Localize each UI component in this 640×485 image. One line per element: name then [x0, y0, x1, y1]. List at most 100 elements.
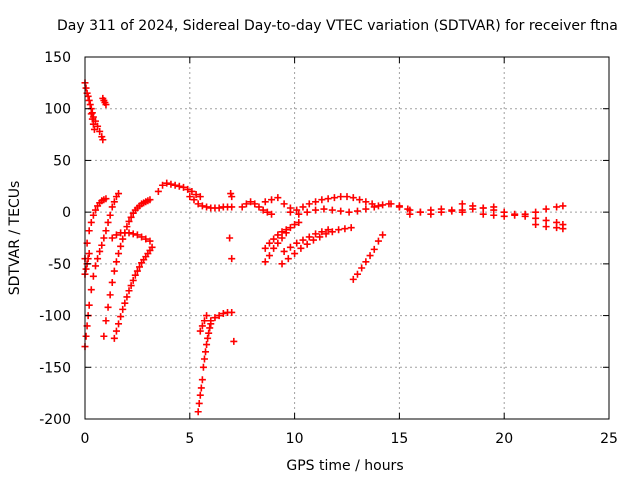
series-arc-22: [286, 200, 412, 218]
data-point: [133, 267, 141, 275]
series-arc-9: [108, 229, 154, 245]
data-point: [219, 310, 227, 318]
series-arc-4: [81, 195, 110, 263]
data-point: [358, 264, 366, 272]
data-point: [98, 241, 106, 249]
data-point: [500, 212, 508, 220]
data-point: [532, 208, 540, 216]
data-point: [112, 258, 120, 266]
data-point: [135, 263, 143, 271]
grid-layer: [85, 57, 609, 419]
data-point: [180, 183, 188, 191]
series-arc-3: [99, 94, 110, 109]
data-point: [87, 286, 95, 294]
data-point: [87, 110, 95, 118]
data-point: [123, 293, 131, 301]
data-point: [108, 278, 116, 286]
data-point: [102, 317, 110, 325]
data-point: [312, 230, 320, 238]
data-point: [278, 234, 286, 242]
data-point: [117, 313, 125, 321]
data-point: [110, 267, 118, 275]
x-tick-label: 0: [81, 431, 90, 447]
data-point: [115, 320, 123, 328]
data-point: [91, 262, 99, 270]
data-point: [291, 250, 299, 258]
data-point: [270, 235, 278, 243]
data-point: [96, 127, 104, 135]
data-point: [263, 208, 271, 216]
data-point: [106, 211, 114, 219]
data-point: [278, 228, 286, 236]
data-point: [274, 231, 282, 239]
data-point: [247, 198, 255, 206]
series-arc-15: [226, 190, 238, 345]
data-point: [206, 324, 214, 332]
data-point: [356, 196, 364, 204]
data-point: [490, 211, 498, 219]
data-point: [90, 125, 98, 133]
data-point: [131, 271, 139, 279]
data-point: [123, 223, 131, 231]
data-point: [85, 301, 93, 309]
data-point: [479, 204, 487, 212]
data-point: [87, 218, 95, 226]
data-point: [82, 332, 90, 340]
data-point: [91, 206, 99, 214]
series-arc-20: [280, 226, 332, 255]
data-point: [353, 207, 361, 215]
data-point: [146, 196, 154, 204]
data-point: [316, 233, 324, 241]
data-point: [542, 223, 550, 231]
series-arc-14: [207, 308, 236, 325]
x-tick-label: 15: [390, 431, 408, 447]
data-point: [353, 270, 361, 278]
series-arc-11: [186, 193, 236, 212]
data-point: [328, 206, 336, 214]
data-point: [125, 287, 133, 295]
data-point: [366, 252, 374, 260]
data-point: [88, 109, 96, 117]
data-point: [261, 258, 269, 266]
series-arc-17: [261, 218, 303, 266]
data-point: [395, 203, 403, 211]
data-point: [318, 196, 326, 204]
data-point: [228, 255, 236, 263]
data-point: [295, 218, 303, 226]
series-arc-18: [261, 226, 290, 252]
data-point: [270, 244, 278, 252]
data-point: [324, 226, 332, 234]
data-point: [127, 213, 135, 221]
data-point: [195, 399, 203, 407]
data-point: [226, 234, 234, 242]
data-point: [89, 272, 97, 280]
data-point: [251, 200, 259, 208]
data-point: [200, 317, 208, 325]
series-arc-16: [238, 198, 276, 218]
data-point: [268, 196, 276, 204]
data-point: [215, 312, 223, 320]
data-point: [84, 92, 92, 100]
data-point: [542, 205, 550, 213]
data-point: [349, 194, 357, 202]
data-point: [200, 355, 208, 363]
data-point: [82, 84, 90, 92]
data-point: [203, 341, 211, 349]
data-point: [196, 327, 204, 335]
data-point: [345, 208, 353, 216]
data-point: [337, 207, 345, 215]
data-point: [416, 208, 424, 216]
x-axis-title: GPS time / hours: [286, 458, 403, 474]
data-point: [88, 115, 96, 123]
data-point: [335, 226, 343, 234]
data-point: [194, 200, 202, 208]
data-point: [299, 236, 307, 244]
data-point: [129, 230, 137, 238]
x-tick-label: 5: [185, 431, 194, 447]
data-point: [194, 408, 202, 416]
data-point: [119, 305, 127, 313]
data-point: [278, 260, 286, 268]
series-arc-21: [261, 193, 382, 214]
series-arc-12: [194, 320, 215, 416]
data-point: [203, 312, 211, 320]
